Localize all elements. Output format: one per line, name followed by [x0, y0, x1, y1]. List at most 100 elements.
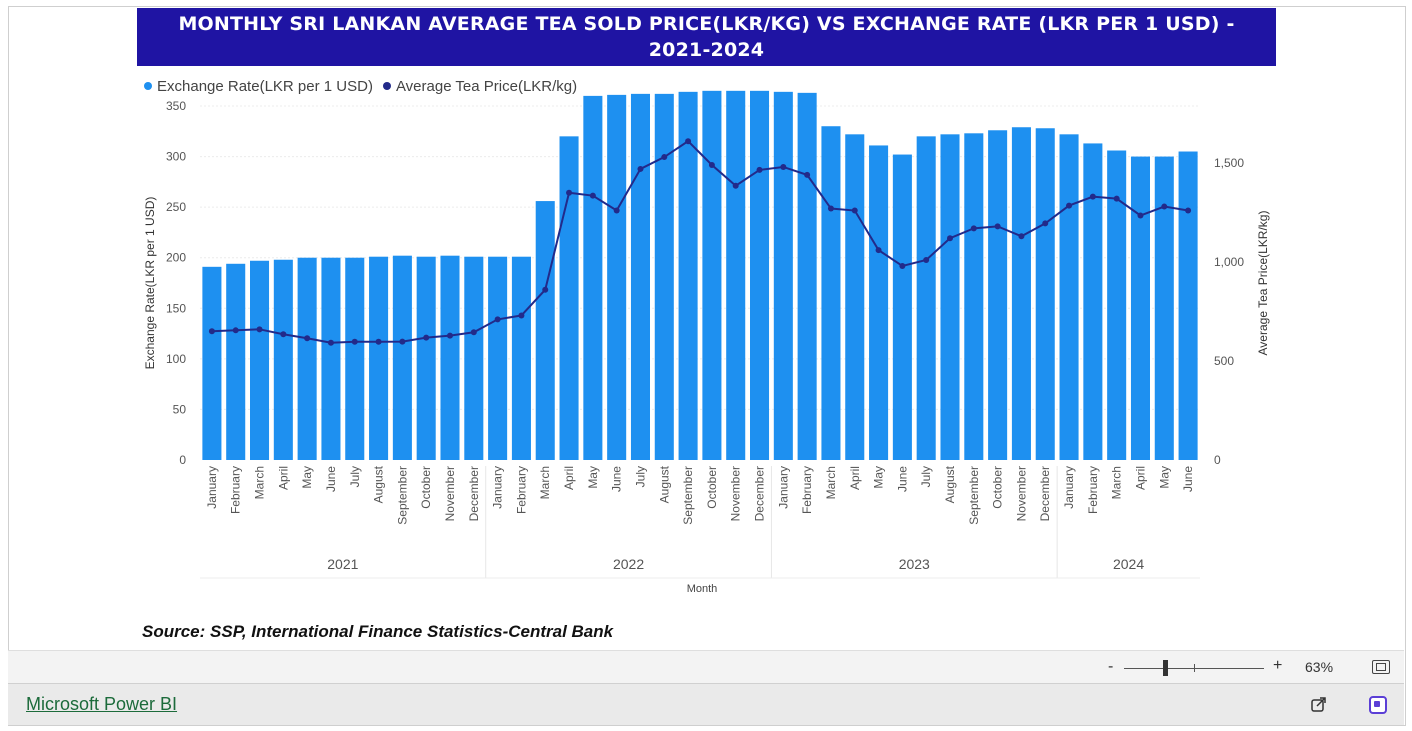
x-tick-label: January: [776, 466, 790, 509]
line-point: [1018, 233, 1025, 240]
line-point: [494, 316, 501, 323]
bar: [845, 134, 865, 460]
legend-label-exchange-rate: Exchange Rate(LKR per 1 USD): [157, 77, 373, 95]
line-point: [923, 257, 930, 264]
bar: [273, 259, 293, 460]
line-point: [1066, 202, 1073, 209]
x-tick-label: July: [633, 466, 647, 487]
x-tick-label: May: [586, 466, 600, 489]
x-tick-label: March: [253, 466, 267, 499]
bar: [1154, 156, 1174, 461]
x-tick-label: October: [705, 466, 719, 509]
legend-label-tea-price: Average Tea Price(LKR/kg): [395, 77, 578, 95]
zoom-slider-thumb[interactable]: [1163, 660, 1168, 676]
x-tick-label: February: [800, 466, 814, 514]
bar: [702, 90, 722, 460]
line-point: [304, 335, 311, 342]
legend-item-exchange-rate[interactable]: Exchange Rate(LKR per 1 USD): [144, 78, 373, 95]
bar: [345, 257, 365, 460]
line-point: [542, 286, 549, 293]
x-tick-label: March: [824, 466, 838, 499]
x-tick-label: May: [300, 466, 314, 489]
y2-tick-label: 1,000: [1214, 255, 1244, 269]
y-tick-label: 50: [173, 402, 187, 416]
line-point: [732, 182, 739, 189]
bar: [940, 134, 960, 460]
x-tick-label: May: [872, 466, 886, 489]
bar: [416, 256, 436, 460]
line-point: [756, 166, 763, 173]
year-label: 2021: [327, 556, 358, 572]
x-tick-label: December: [753, 466, 767, 521]
bar: [1178, 151, 1198, 460]
x-tick-label: January: [1062, 466, 1076, 509]
x-tick-label: April: [848, 466, 862, 490]
zoom-slider-midpoint: [1194, 664, 1195, 672]
x-tick-label: August: [657, 465, 671, 503]
bar: [654, 93, 674, 460]
bar: [678, 91, 698, 460]
line-point: [899, 262, 906, 269]
bar: [892, 154, 912, 460]
year-label: 2022: [613, 556, 644, 572]
line-point: [661, 154, 668, 161]
bar: [869, 145, 889, 460]
x-tick-label: February: [514, 466, 528, 514]
y-tick-label: 100: [166, 352, 186, 366]
line-point: [447, 332, 453, 339]
bar: [226, 263, 246, 460]
bar: [750, 90, 770, 460]
line-point: [232, 327, 239, 334]
zoom-in-button[interactable]: +: [1273, 657, 1283, 674]
fullscreen-icon[interactable]: [1369, 696, 1387, 714]
power-bi-link[interactable]: Microsoft Power BI: [26, 694, 178, 714]
line-point: [256, 326, 263, 333]
bar: [821, 126, 841, 460]
x-tick-label: February: [1086, 466, 1100, 514]
bar: [297, 257, 317, 460]
year-label: 2024: [1113, 556, 1144, 572]
bar: [392, 255, 412, 460]
y2-tick-label: 0: [1214, 453, 1221, 467]
x-tick-label: October: [419, 466, 433, 509]
fit-to-page-icon[interactable]: [1372, 660, 1390, 674]
zoom-out-button[interactable]: -: [1108, 658, 1114, 675]
bar: [1083, 143, 1103, 460]
footer-bar: Microsoft Power BI: [8, 683, 1404, 725]
bar: [535, 201, 555, 460]
x-tick-label: December: [1038, 466, 1052, 521]
bar: [964, 133, 984, 460]
source-note: Source: SSP, International Finance Stati…: [142, 622, 614, 641]
bar: [583, 95, 603, 460]
x-tick-label: November: [443, 466, 457, 521]
x-tick-label: April: [276, 466, 290, 490]
legend-item-tea-price[interactable]: Average Tea Price(LKR/kg): [382, 77, 578, 95]
bar: [464, 256, 484, 460]
line-point: [1137, 212, 1144, 219]
line-point: [970, 225, 977, 232]
line-point: [1185, 207, 1192, 214]
x-tick-label: August: [943, 465, 957, 503]
bar: [202, 266, 222, 460]
x-tick-label: June: [1181, 466, 1195, 492]
line-point: [851, 207, 858, 214]
share-icon[interactable]: [1310, 695, 1328, 713]
year-label: 2023: [899, 556, 930, 572]
bar: [916, 136, 936, 461]
line-point: [637, 165, 644, 172]
x-tick-label: February: [229, 466, 243, 514]
line-point: [589, 192, 596, 199]
line-point: [423, 334, 430, 341]
bar: [250, 260, 270, 460]
x-tick-label: May: [1157, 466, 1171, 489]
line-point: [351, 338, 358, 345]
x-tick-label: August: [372, 465, 386, 503]
x-tick-label: March: [538, 466, 552, 499]
bar: [797, 92, 817, 460]
y2-tick-label: 500: [1214, 354, 1234, 368]
y2-axis-title: Average Tea Price(LKR/kg): [1256, 211, 1270, 356]
bar: [1011, 127, 1031, 461]
line-point: [1161, 203, 1168, 210]
bar: [559, 136, 579, 461]
bar: [607, 94, 627, 461]
